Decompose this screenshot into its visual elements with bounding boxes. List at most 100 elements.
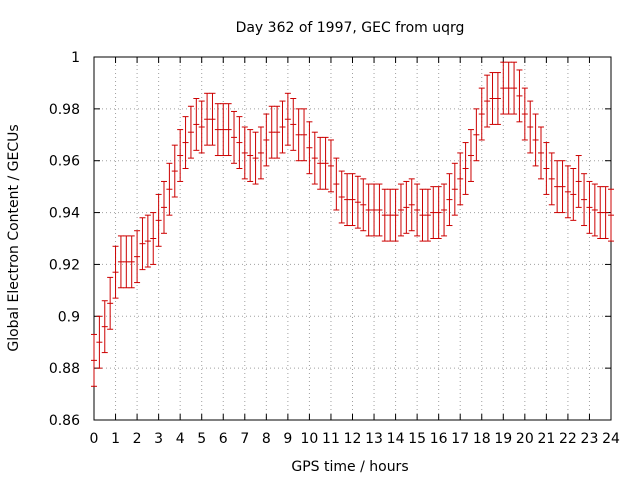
y-tick-label: 0.88 bbox=[49, 361, 80, 377]
data-point bbox=[231, 110, 238, 164]
x-tick-label: 7 bbox=[240, 431, 249, 447]
x-tick-label: 16 bbox=[430, 431, 448, 447]
data-point bbox=[554, 160, 561, 214]
x-tick-label: 21 bbox=[537, 431, 555, 447]
data-point bbox=[570, 167, 577, 221]
chart-title: Day 362 of 1997, GEC from uqrg bbox=[236, 20, 465, 36]
y-tick-label: 0.86 bbox=[49, 413, 80, 429]
data-point bbox=[306, 121, 313, 175]
data-point bbox=[441, 183, 448, 237]
data-point bbox=[473, 108, 480, 162]
data-point bbox=[414, 183, 421, 237]
data-point bbox=[317, 136, 324, 190]
data-point bbox=[134, 230, 141, 284]
data-point bbox=[123, 235, 130, 289]
data-point bbox=[446, 173, 453, 227]
x-tick-label: 14 bbox=[387, 431, 405, 447]
data-point bbox=[511, 61, 518, 115]
x-tick-label: 5 bbox=[197, 431, 206, 447]
data-point bbox=[284, 92, 291, 146]
data-point bbox=[360, 178, 367, 232]
data-point bbox=[117, 235, 124, 289]
data-point bbox=[608, 188, 614, 242]
data-series bbox=[91, 61, 614, 387]
data-point bbox=[193, 97, 200, 151]
data-point bbox=[177, 129, 184, 182]
y-tick-label: 0.94 bbox=[49, 206, 80, 222]
data-point bbox=[521, 87, 528, 141]
data-point bbox=[451, 162, 458, 216]
data-point bbox=[392, 188, 399, 242]
data-point bbox=[139, 217, 146, 271]
data-point bbox=[161, 180, 168, 234]
axis-ticks: 0 1 2 3 4 5 6 7 8 9 10 11 12 13 14 15 16 17 18 19 20 21 22 23 24… bbox=[49, 50, 620, 447]
data-point bbox=[435, 186, 442, 239]
data-point bbox=[107, 276, 114, 330]
data-point bbox=[489, 72, 496, 125]
x-tick-label: 20 bbox=[516, 431, 534, 447]
data-point bbox=[252, 131, 259, 185]
data-point bbox=[295, 108, 302, 162]
y-tick-label: 0.9 bbox=[58, 309, 80, 325]
x-tick-label: 23 bbox=[581, 431, 599, 447]
data-point bbox=[279, 100, 286, 154]
grid bbox=[94, 57, 611, 420]
data-point bbox=[403, 180, 410, 234]
x-tick-label: 19 bbox=[494, 431, 512, 447]
x-tick-label: 8 bbox=[262, 431, 271, 447]
data-point bbox=[338, 170, 345, 224]
data-point bbox=[155, 193, 162, 247]
data-point bbox=[505, 61, 512, 115]
y-tick-label: 0.98 bbox=[49, 102, 80, 118]
data-point bbox=[424, 188, 431, 242]
y-tick-label: 1 bbox=[71, 50, 80, 66]
data-point bbox=[591, 183, 598, 237]
x-tick-label: 1 bbox=[111, 431, 120, 447]
data-point bbox=[516, 69, 523, 123]
data-point bbox=[214, 103, 221, 157]
data-point bbox=[408, 178, 415, 232]
data-point bbox=[96, 315, 103, 369]
data-point bbox=[236, 116, 243, 169]
data-point bbox=[597, 186, 604, 239]
data-point bbox=[387, 188, 394, 242]
data-point bbox=[327, 139, 334, 193]
data-point bbox=[209, 92, 216, 146]
data-point bbox=[144, 214, 151, 268]
data-point bbox=[311, 131, 318, 185]
data-point bbox=[220, 103, 227, 157]
x-tick-label: 9 bbox=[283, 431, 292, 447]
data-point bbox=[371, 183, 378, 237]
data-point bbox=[198, 100, 205, 154]
data-point bbox=[171, 144, 178, 198]
data-point bbox=[478, 87, 485, 141]
data-point bbox=[462, 142, 469, 195]
x-tick-label: 4 bbox=[176, 431, 185, 447]
data-point bbox=[187, 105, 194, 159]
x-tick-label: 12 bbox=[344, 431, 362, 447]
data-point bbox=[457, 152, 464, 206]
data-point bbox=[376, 183, 383, 237]
data-point bbox=[484, 74, 491, 128]
data-point bbox=[419, 188, 426, 242]
x-tick-label: 2 bbox=[133, 431, 142, 447]
data-point bbox=[559, 160, 566, 214]
x-tick-label: 17 bbox=[451, 431, 469, 447]
data-point bbox=[397, 183, 404, 237]
x-tick-label: 3 bbox=[154, 431, 163, 447]
data-point bbox=[301, 108, 308, 162]
data-point bbox=[182, 116, 189, 169]
data-point bbox=[467, 129, 474, 182]
data-point bbox=[586, 180, 593, 234]
data-point bbox=[257, 126, 264, 180]
data-point bbox=[349, 173, 356, 227]
data-point bbox=[101, 300, 108, 354]
data-point bbox=[268, 105, 275, 159]
y-axis-label: Global Electron Content / GECUs bbox=[6, 124, 22, 351]
data-point bbox=[564, 165, 571, 219]
data-point bbox=[150, 212, 157, 265]
data-point bbox=[344, 173, 351, 227]
data-point bbox=[263, 113, 270, 167]
data-point bbox=[575, 155, 582, 208]
